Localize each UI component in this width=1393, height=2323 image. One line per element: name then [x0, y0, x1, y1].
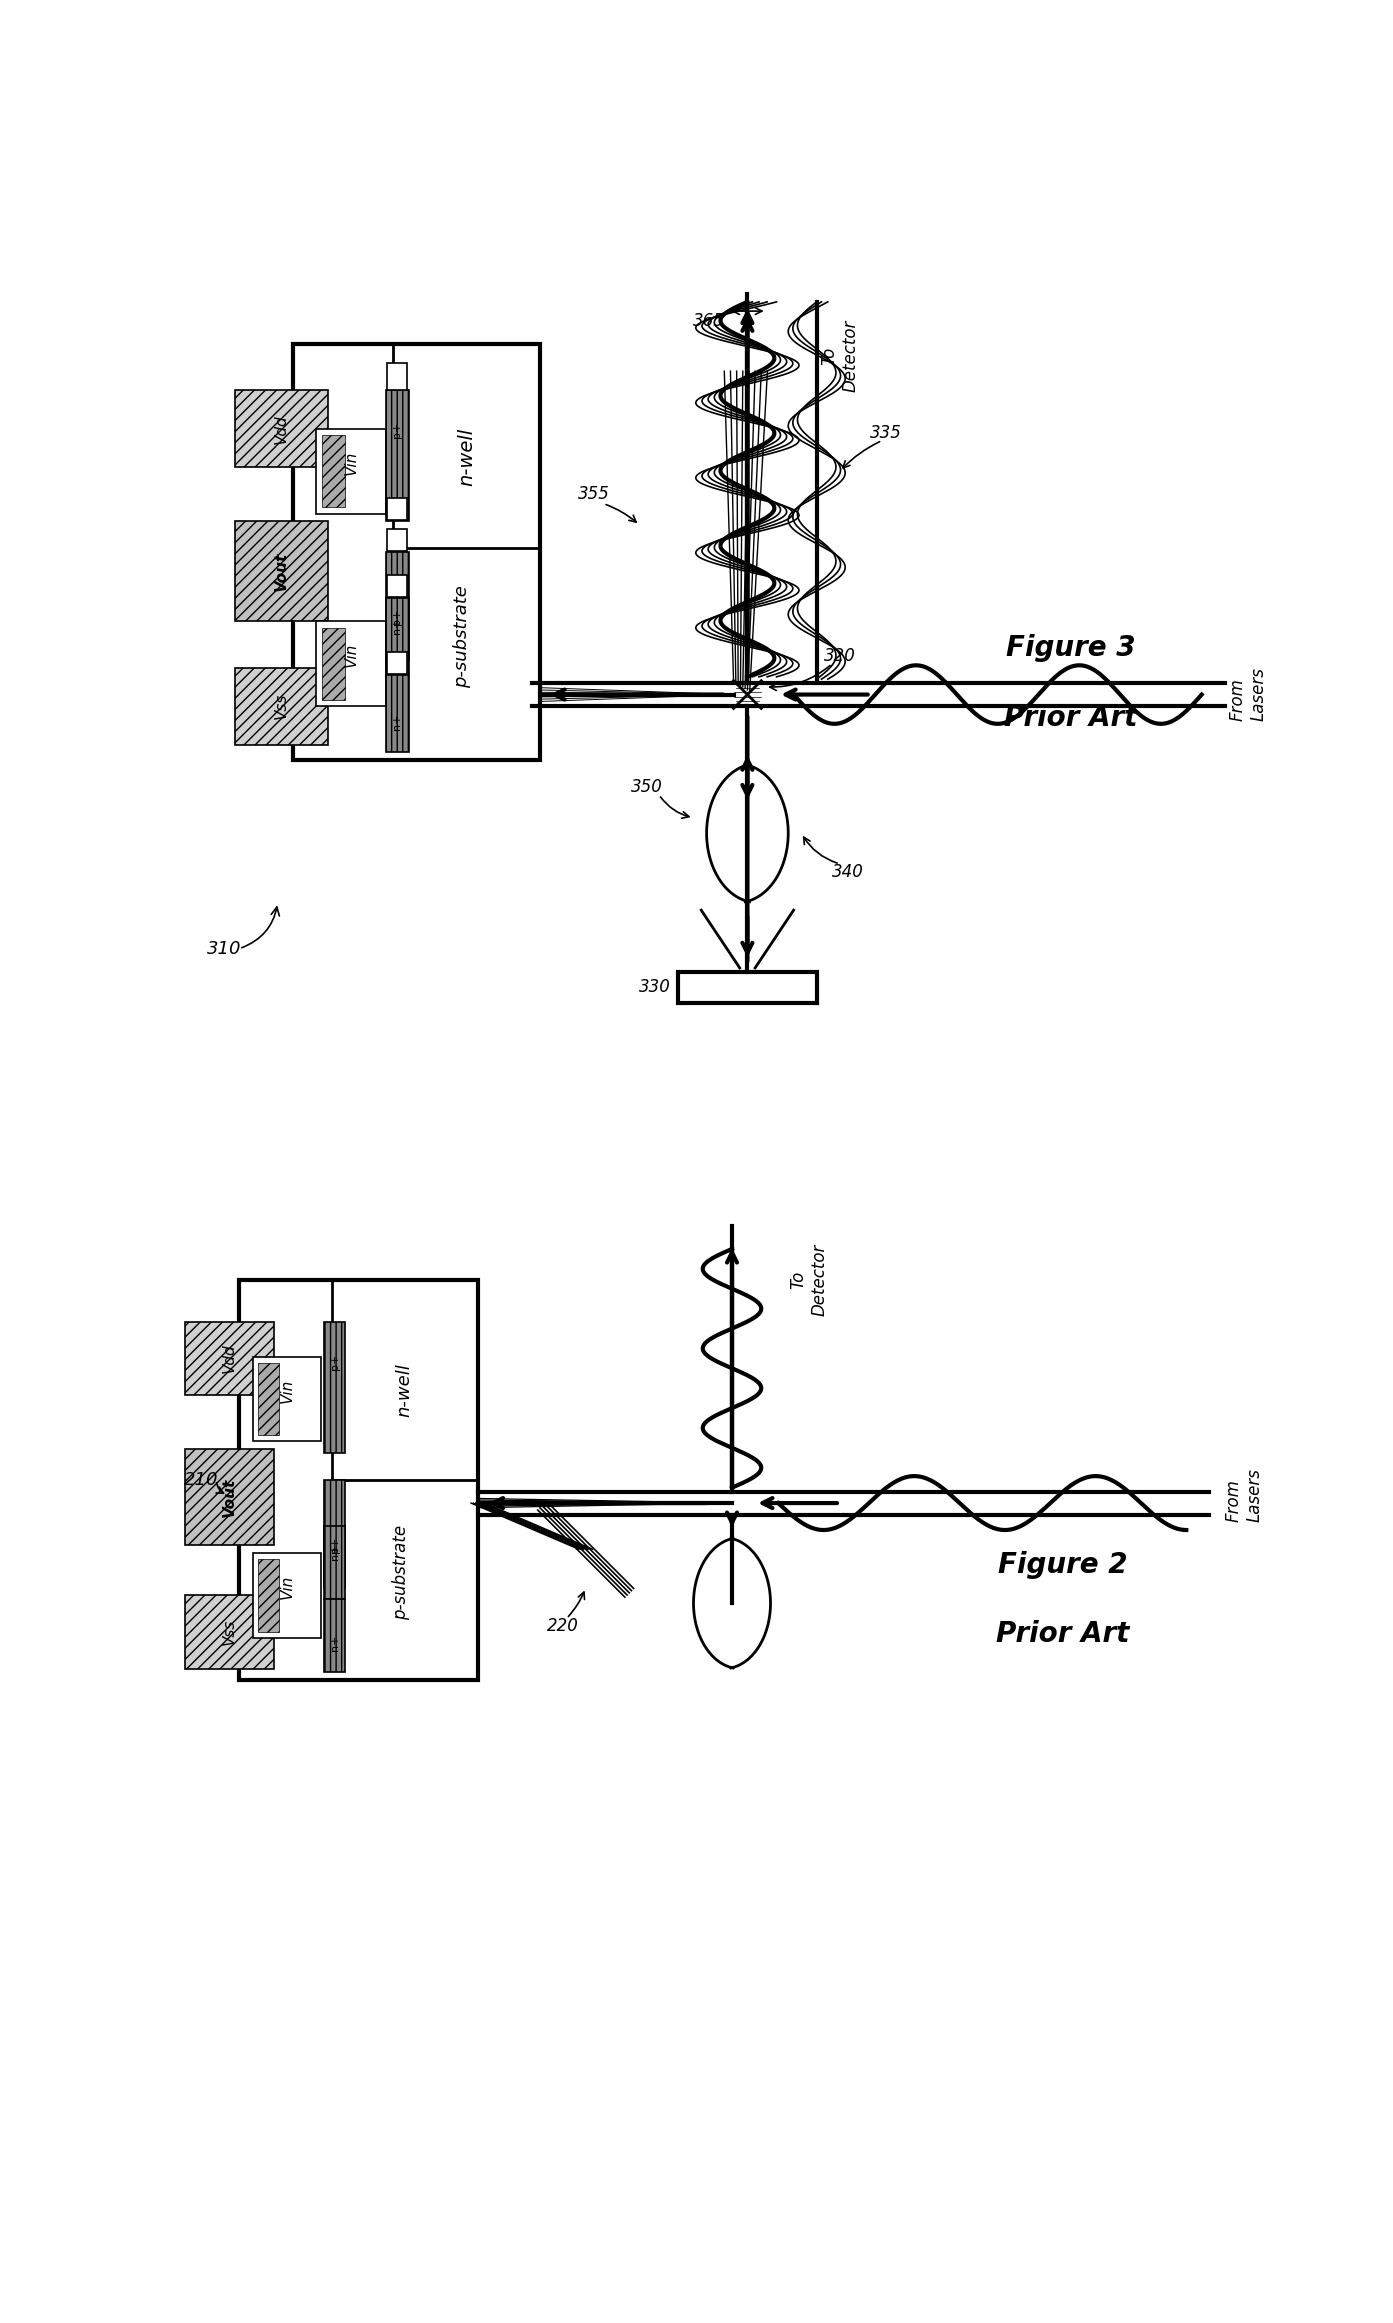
Bar	[235, 390, 327, 467]
Text: To
Detector: To Detector	[820, 321, 859, 393]
Text: 355: 355	[578, 486, 609, 504]
Text: p+: p+	[330, 1536, 340, 1552]
Bar	[386, 390, 408, 520]
Bar	[387, 497, 407, 520]
Text: Vin: Vin	[343, 451, 358, 474]
Bar	[322, 434, 345, 506]
Bar	[678, 971, 816, 1004]
Bar	[185, 1450, 274, 1545]
Text: From
Lasers: From Lasers	[1224, 1468, 1263, 1522]
Text: Figure 3: Figure 3	[1006, 634, 1135, 662]
Bar	[258, 1559, 279, 1631]
Text: Vdd: Vdd	[221, 1345, 237, 1373]
Text: Vss: Vss	[221, 1619, 237, 1645]
Bar	[316, 430, 386, 513]
Bar	[387, 576, 407, 597]
Text: Vin: Vin	[280, 1378, 294, 1403]
Text: Prior Art: Prior Art	[1004, 704, 1138, 732]
Text: 365: 365	[692, 311, 724, 330]
Bar	[325, 1322, 345, 1452]
Bar	[332, 1280, 478, 1480]
Text: Vin: Vin	[343, 643, 358, 667]
Text: n+: n+	[330, 1542, 340, 1561]
Bar	[387, 362, 407, 390]
Bar	[386, 553, 408, 660]
Bar	[325, 1480, 345, 1587]
Bar	[293, 344, 539, 760]
Text: 220: 220	[546, 1617, 578, 1635]
Bar	[185, 1596, 274, 1668]
Bar	[386, 599, 408, 676]
Text: 350: 350	[631, 778, 663, 797]
Bar	[387, 653, 407, 674]
Text: n-well: n-well	[396, 1364, 414, 1417]
Text: p-substrate: p-substrate	[454, 585, 471, 688]
Text: Prior Art: Prior Art	[996, 1619, 1130, 1647]
Text: n+: n+	[391, 618, 403, 634]
Text: 310: 310	[206, 941, 241, 957]
Bar	[386, 676, 408, 753]
Text: Vin: Vin	[280, 1575, 294, 1598]
Bar	[325, 1526, 345, 1598]
Text: 335: 335	[871, 423, 901, 441]
Bar	[240, 1280, 478, 1680]
Bar	[387, 530, 407, 551]
Bar	[316, 623, 386, 706]
Bar	[325, 1598, 345, 1673]
Text: 330: 330	[639, 978, 671, 997]
Text: From
Lasers: From Lasers	[1229, 667, 1268, 722]
Text: 320: 320	[823, 648, 855, 664]
Text: p+: p+	[330, 1354, 340, 1371]
Bar	[235, 667, 327, 746]
Text: To
Detector: To Detector	[790, 1243, 829, 1315]
Bar	[322, 627, 345, 699]
Text: p+: p+	[391, 609, 403, 625]
Text: n+: n+	[330, 1635, 340, 1652]
Text: Vdd: Vdd	[274, 413, 290, 444]
Text: Vout: Vout	[274, 553, 290, 590]
Text: 340: 340	[832, 862, 864, 880]
Bar	[185, 1322, 274, 1396]
Bar	[258, 1364, 279, 1436]
Text: 210: 210	[184, 1470, 217, 1489]
Bar	[235, 520, 327, 623]
Text: n-well: n-well	[457, 427, 476, 486]
Text: n+: n+	[391, 713, 403, 729]
Text: Vss: Vss	[274, 692, 290, 720]
Bar	[254, 1554, 320, 1638]
Text: p+: p+	[391, 420, 403, 437]
Bar	[393, 344, 539, 548]
Text: Figure 2: Figure 2	[999, 1552, 1128, 1580]
Text: Vout: Vout	[221, 1477, 237, 1517]
Bar	[254, 1357, 320, 1443]
Text: p-substrate: p-substrate	[391, 1524, 410, 1619]
